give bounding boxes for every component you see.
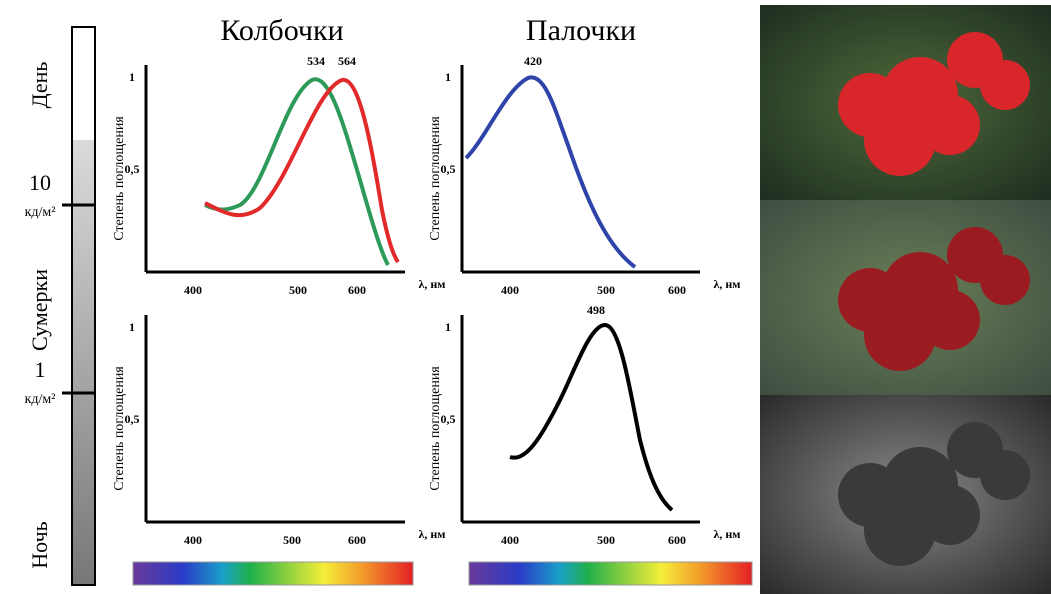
- x-tick-label: 600: [348, 533, 366, 547]
- flower: [838, 32, 1030, 176]
- x-axis-label: λ, нм: [419, 277, 446, 291]
- y-tick-label: 0,5: [125, 412, 140, 426]
- flower: [838, 227, 1030, 371]
- x-tick-label: 500: [597, 533, 615, 547]
- cones-title: Колбочки: [220, 14, 343, 47]
- flower-photos: [760, 5, 1051, 594]
- y-axis-label: Степень поглощения: [112, 116, 127, 241]
- scale-lum-high: 10: [29, 170, 51, 195]
- scale-unit-high: кд/м²: [25, 205, 56, 220]
- x-tick-label: 400: [184, 533, 202, 547]
- scale-day: День: [27, 62, 52, 109]
- peak-label: 420: [524, 54, 542, 68]
- x-tick-label: 400: [501, 283, 519, 297]
- rod-curve: [509, 322, 674, 512]
- l-cone-curve: [204, 77, 400, 264]
- peak-label: 498: [587, 303, 605, 317]
- y-tick-label: 1: [445, 70, 451, 84]
- s-cone-curve: [464, 75, 637, 269]
- peak-label: 534: [307, 54, 325, 68]
- x-axis-label: λ, нм: [419, 527, 446, 541]
- y-tick-label: 1: [445, 320, 451, 334]
- x-tick-label: 500: [597, 283, 615, 297]
- y-axis-label: Степень поглощения: [428, 116, 443, 241]
- scale-day-zone: [73, 28, 94, 140]
- x-axis-label: λ, нм: [714, 277, 741, 291]
- peak-label: 564: [338, 54, 356, 68]
- x-tick-label: 600: [668, 283, 686, 297]
- x-axis-label: λ, нм: [714, 527, 741, 541]
- y-axis-label: Степень поглощения: [112, 366, 127, 491]
- spectrum-bar: [468, 561, 753, 586]
- x-tick-label: 600: [348, 283, 366, 297]
- y-tick-label: 0,5: [441, 412, 456, 426]
- scale-lum-low: 1: [35, 357, 46, 382]
- x-tick-label: 500: [289, 283, 307, 297]
- y-axis-label: Степень поглощения: [428, 366, 443, 491]
- x-tick-label: 400: [184, 283, 202, 297]
- scale-night: Ночь: [27, 521, 52, 568]
- rods-title: Палочки: [526, 14, 636, 47]
- y-tick-label: 1: [129, 320, 135, 334]
- luminance-scale: День 10 кд/м² Сумерки 1 кд/м² Ночь: [25, 26, 96, 586]
- x-tick-label: 600: [668, 533, 686, 547]
- y-tick-label: 0,5: [125, 162, 140, 176]
- flower: [838, 422, 1030, 566]
- scale-unit-low: кд/м²: [25, 392, 56, 407]
- x-tick-label: 500: [283, 533, 301, 547]
- m-cone-curve: [204, 77, 390, 266]
- scale-bar: [71, 26, 96, 586]
- scale-twilight: Сумерки: [27, 269, 52, 351]
- x-tick-label: 400: [501, 533, 519, 547]
- y-tick-label: 0,5: [441, 162, 456, 176]
- spectrum-bar: [132, 561, 414, 586]
- y-tick-label: 1: [129, 70, 135, 84]
